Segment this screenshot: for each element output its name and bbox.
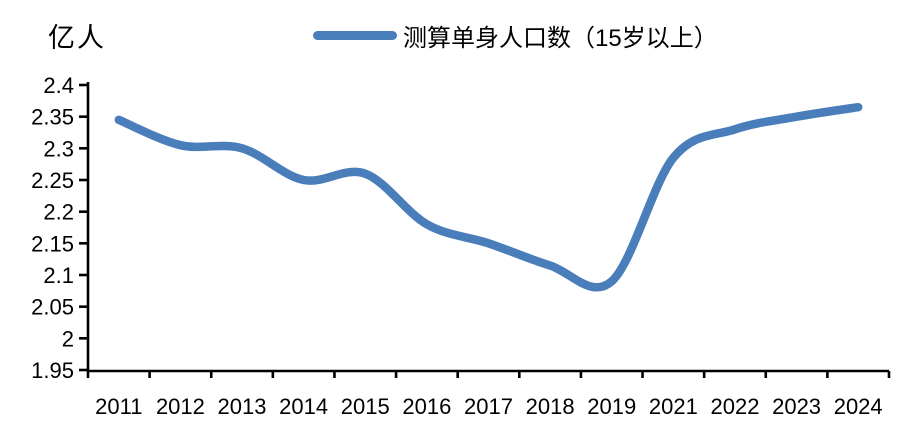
y-axis-tick-label: 2.3 [43,136,74,161]
y-axis-tick-label: 2.1 [43,263,74,288]
y-axis-tick-label: 1.95 [31,358,74,383]
x-axis-tick-label: 2012 [156,394,205,419]
x-axis-tick-label: 2021 [649,394,698,419]
x-axis-tick-label: 2017 [464,394,513,419]
y-axis-tick-label: 2.15 [31,231,74,256]
data-line-series [114,102,863,292]
y-axis-tick-label: 2.2 [43,200,74,225]
x-axis-tick-label: 2023 [772,394,821,419]
y-axis-tick-label: 2 [62,326,74,351]
x-axis-tick-label: 2011 [95,394,142,419]
x-axis-tick-label: 2019 [587,394,636,419]
y-axis-tick-label: 2.35 [31,105,74,130]
x-axis-tick-label: 2016 [402,394,451,419]
legend-label: 测算单身人口数（15岁以上） [403,25,718,52]
x-axis-tick-label: 2014 [279,394,328,419]
legend: 测算单身人口数（15岁以上） [313,18,718,53]
x-axis-tick-label: 2013 [218,394,267,419]
y-axis-tick-label: 2.25 [31,168,74,193]
x-axis-tick-label: 2018 [526,394,575,419]
x-axis-tick-label: 2024 [834,394,883,419]
y-axis-tick-label: 2.4 [43,73,74,98]
legend-line-icon [313,31,397,40]
y-axis-unit-label: 亿人 [48,23,106,53]
x-axis-tick-label: 2015 [341,394,390,419]
y-axis-tick-label: 2.05 [31,295,74,320]
x-axis-tick-label: 2022 [710,394,759,419]
